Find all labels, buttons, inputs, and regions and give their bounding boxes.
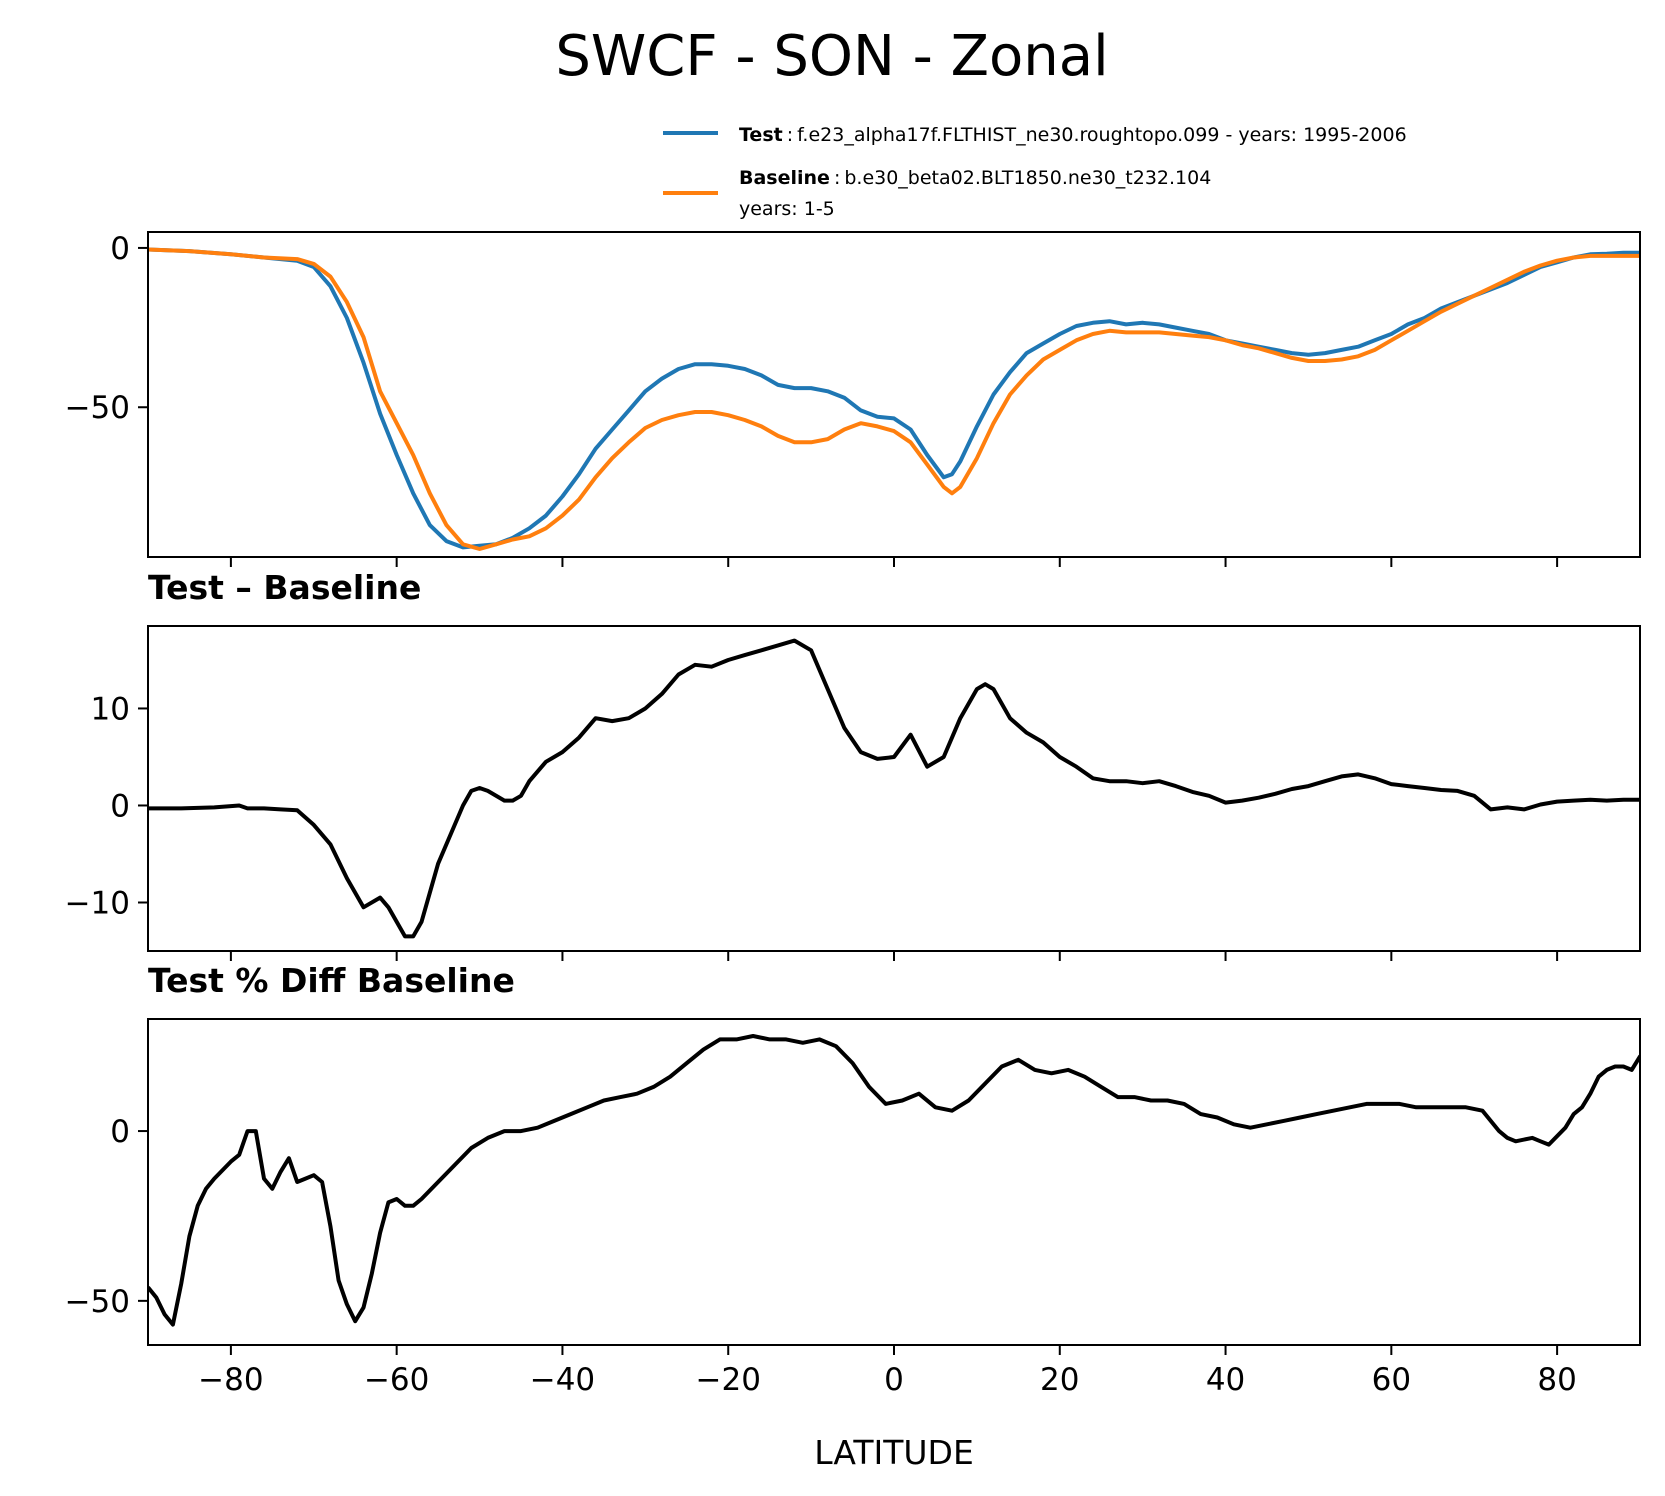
y-tick-label: 0 [110, 788, 130, 824]
x-tick-label: 80 [1537, 1362, 1576, 1398]
series-line-test-diff-baseline [148, 1034, 1640, 1327]
legend-test-name: Test [739, 124, 783, 146]
y-tick-label: −50 [65, 1284, 130, 1320]
x-tick-label: 0 [884, 1362, 904, 1398]
y-tick-label: 10 [91, 691, 130, 727]
legend: Test: f.e23_alpha17f.FLTHIST_ne30.roughto… [663, 124, 1407, 220]
legend-baseline-name: Baseline [739, 167, 830, 189]
y-tick-label: 0 [110, 1114, 130, 1150]
panel-percent-difference: −80 −60 −40 −20 0 20 40 60 80 −50 0 [65, 1018, 1641, 1398]
series-line-test [148, 247, 1640, 550]
x-tick-label: −40 [530, 1362, 595, 1398]
series-line-baseline [148, 247, 1640, 551]
y-tick-label: −10 [65, 885, 130, 921]
y-tick-label: −50 [65, 390, 130, 426]
panel-3-subtitle: Test % Diff Baseline [148, 961, 515, 1000]
series-line-test-baseline [148, 638, 1640, 939]
legend-test-text: f.e23_alpha17f.FLTHIST_ne30.roughtopo.09… [797, 124, 1407, 146]
axes-frame [147, 1018, 1641, 1346]
legend-baseline-text: b.e30_beta02.BLT1850.ne30_t232.104 [844, 167, 1211, 189]
legend-baseline-sep: : [834, 167, 840, 189]
x-tick-label: −80 [198, 1362, 263, 1398]
x-tick-label: −20 [696, 1362, 761, 1398]
y-tick-label: 0 [110, 231, 130, 267]
panel-difference: −10 0 10 [65, 625, 1641, 961]
panel-zonal-mean: −50 0 [65, 231, 1641, 567]
x-tick-label: 40 [1206, 1362, 1245, 1398]
x-tick-label: 20 [1040, 1362, 1079, 1398]
legend-entry-baseline: Baseline: b.e30_beta02.BLT1850.ne30_t232.… [739, 167, 1211, 189]
x-tick-label: −60 [364, 1362, 429, 1398]
legend-baseline-years: years: 1-5 [739, 198, 835, 220]
x-axis-label: LATITUDE [814, 1433, 974, 1472]
legend-entry-test: Test: f.e23_alpha17f.FLTHIST_ne30.roughto… [739, 124, 1407, 146]
panel-2-subtitle: Test – Baseline [148, 568, 421, 607]
x-tick-label: 60 [1372, 1362, 1411, 1398]
legend-test-sep: : [787, 124, 793, 146]
chart-title: SWCF - SON - Zonal [555, 24, 1108, 89]
